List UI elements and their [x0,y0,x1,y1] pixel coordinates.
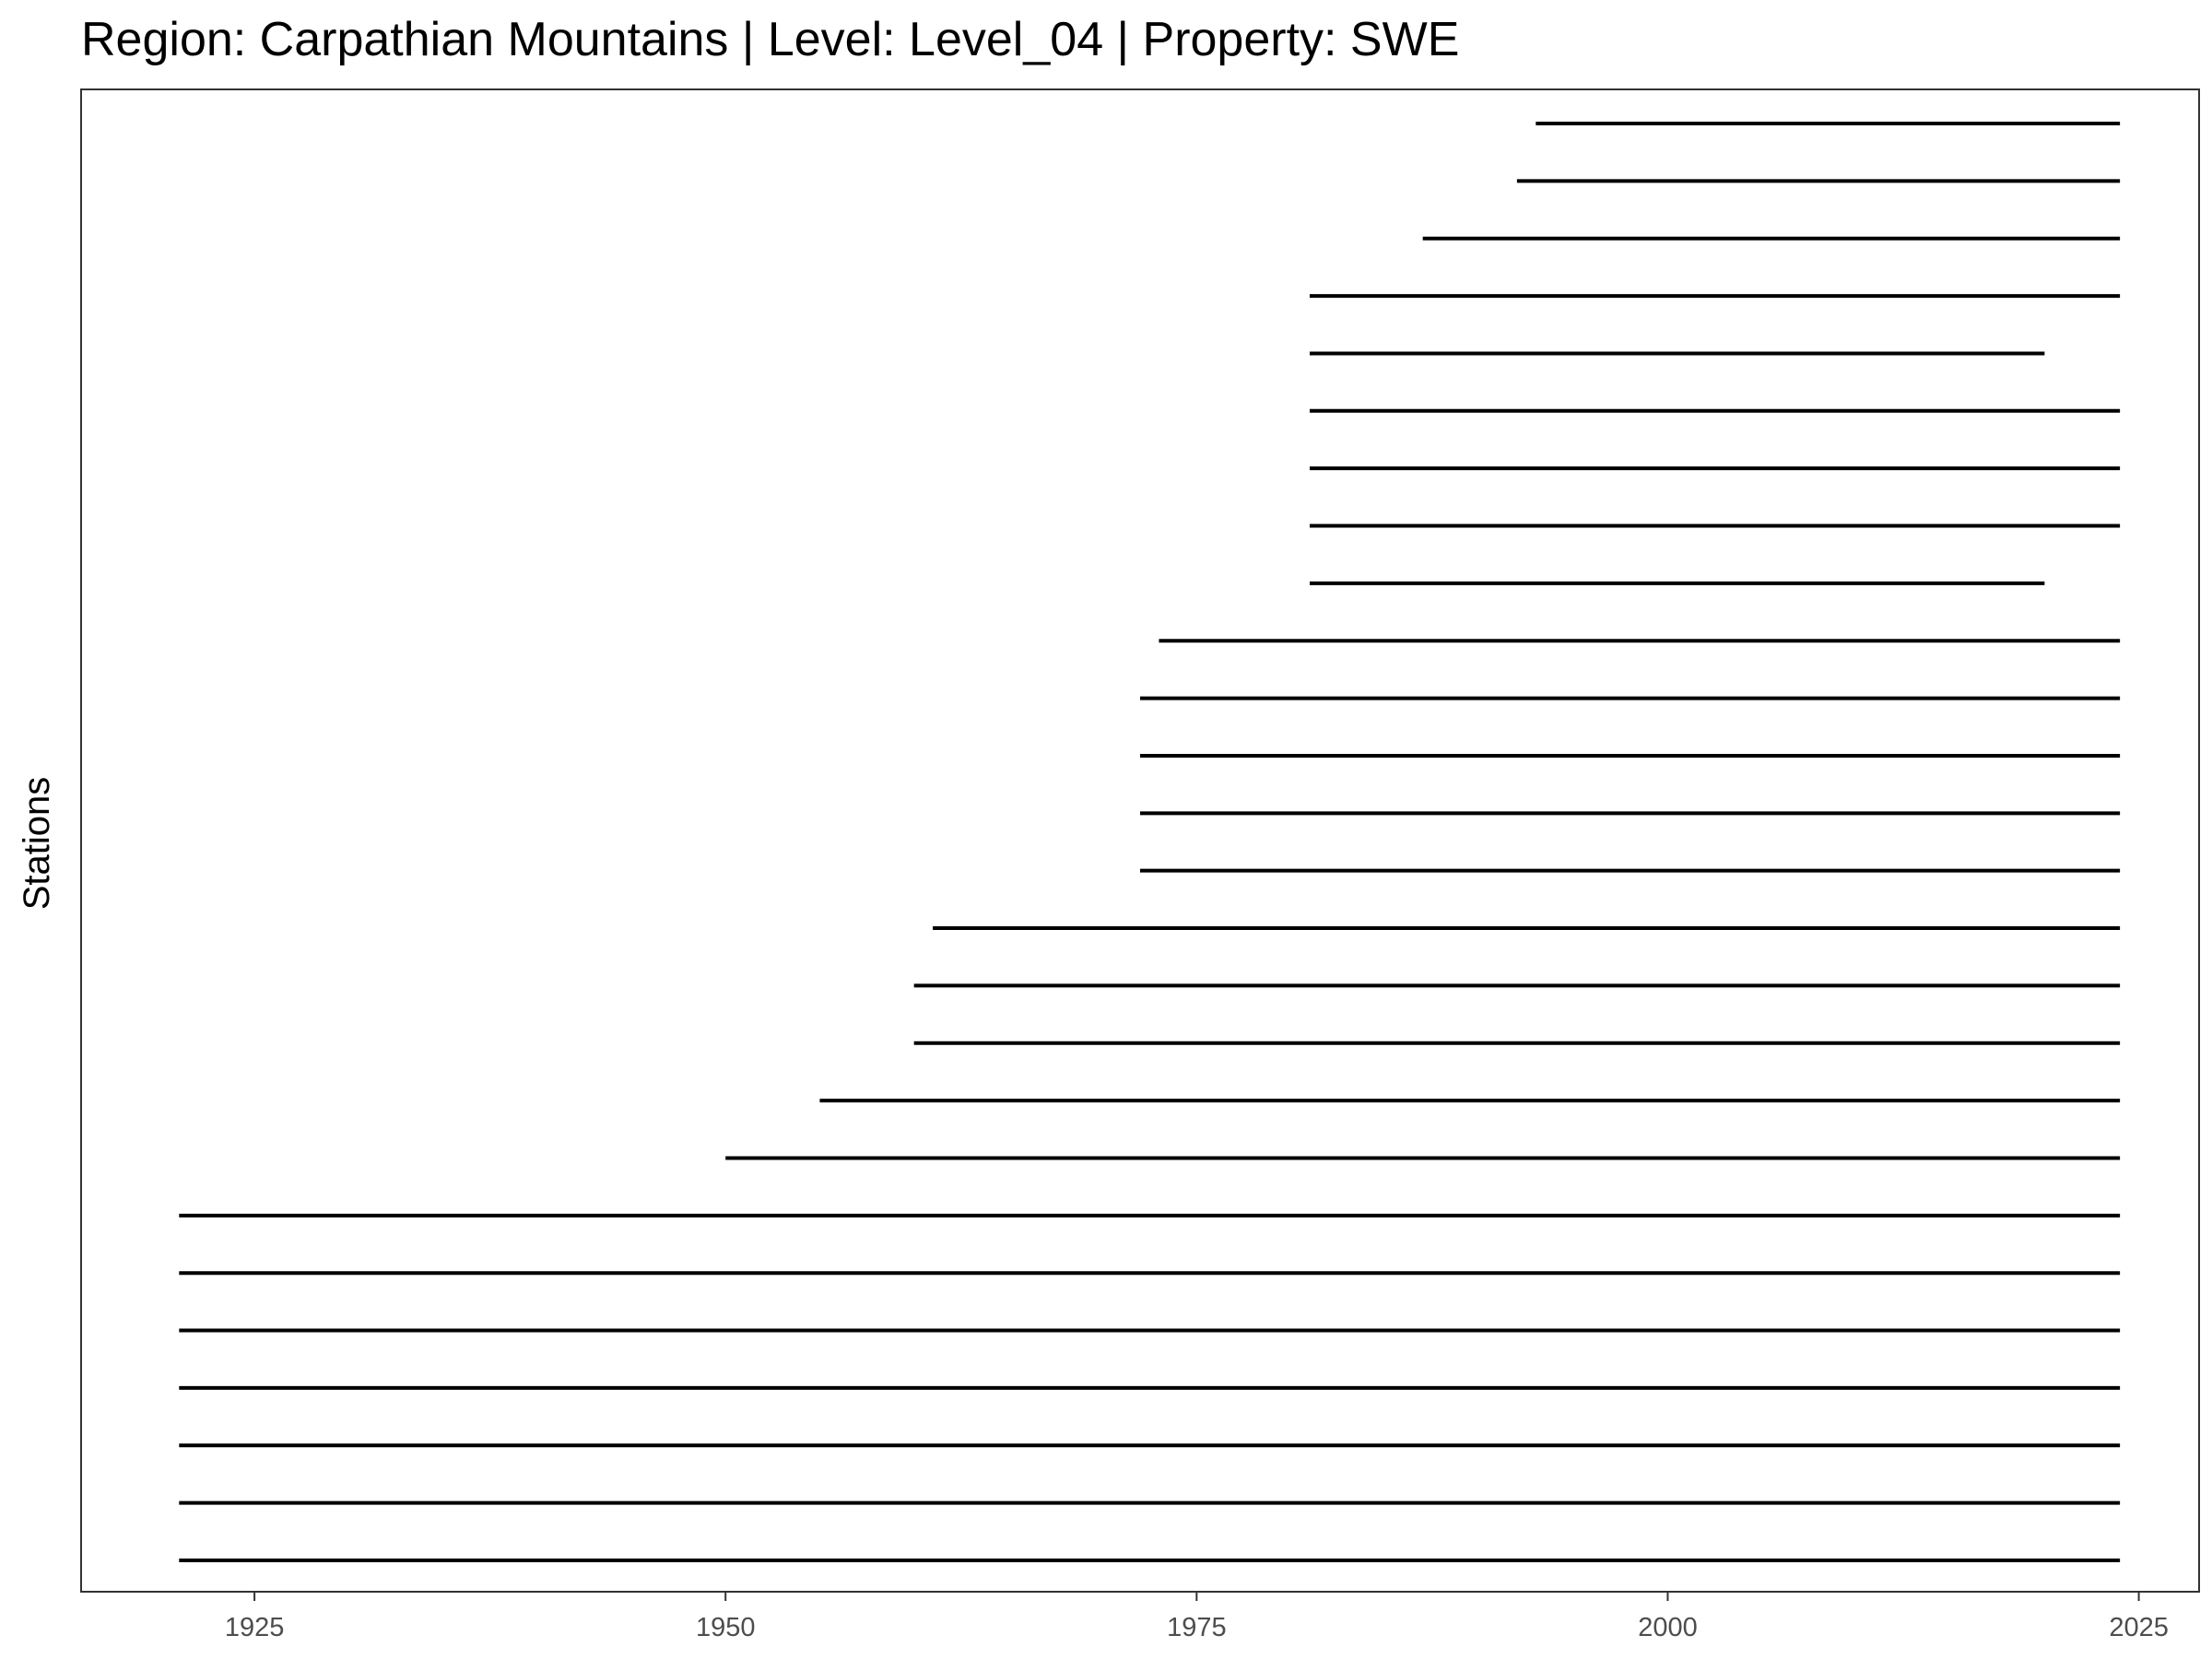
x-tick-label: 2000 [1638,1613,1698,1642]
x-tick-label: 1950 [696,1613,756,1642]
chart-marks [179,122,2121,1562]
y-axis-title: Stations [17,777,57,911]
x-tick-label: 1925 [225,1613,285,1642]
x-axis: 1925 1950 1975 2000 2025 [225,1592,2169,1642]
chart-title: Region: Carpathian Mountains | Level: Le… [81,13,1459,66]
x-tick-label: 2025 [2109,1613,2169,1642]
x-tick-label: 1975 [1167,1613,1227,1642]
plot-panel [80,88,2200,1593]
